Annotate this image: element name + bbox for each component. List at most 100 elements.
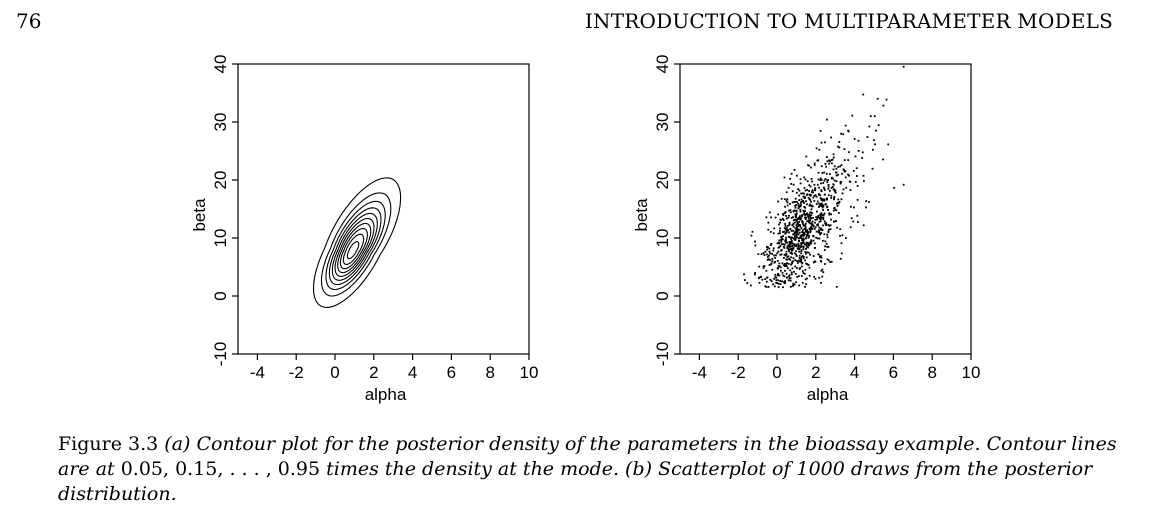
scatter-point bbox=[781, 280, 784, 283]
scatter-point bbox=[794, 234, 797, 237]
scatter-point bbox=[802, 224, 805, 227]
contour-line bbox=[339, 228, 368, 270]
caption-text-part1: (a) Contour plot for the posterior densi… bbox=[58, 433, 1117, 480]
scatter-point bbox=[830, 177, 833, 180]
scatter-point bbox=[827, 224, 830, 226]
scatter-point bbox=[797, 218, 799, 220]
scatter-point bbox=[838, 141, 841, 143]
scatter-point bbox=[876, 97, 879, 100]
scatter-point bbox=[794, 206, 797, 209]
scatter-point bbox=[797, 228, 800, 231]
scatter-point bbox=[832, 168, 835, 171]
scatter-point bbox=[829, 224, 832, 227]
scatter-point bbox=[805, 283, 807, 285]
scatter-point bbox=[804, 210, 806, 212]
scatter-point bbox=[824, 222, 826, 225]
scatter-point bbox=[823, 233, 826, 236]
scatter-point bbox=[817, 224, 819, 227]
scatter-point bbox=[801, 233, 804, 236]
scatter-point bbox=[790, 241, 793, 244]
scatter-point bbox=[765, 286, 768, 288]
scatter-point bbox=[774, 216, 777, 219]
scatter-point bbox=[854, 181, 857, 183]
plot-frame bbox=[237, 63, 530, 355]
scatter-point bbox=[819, 216, 821, 219]
scatter-point bbox=[819, 177, 822, 180]
scatter-point bbox=[811, 220, 814, 223]
x-tick-label: -2 bbox=[289, 363, 304, 382]
scatter-point bbox=[799, 246, 802, 248]
scatter-point bbox=[793, 233, 796, 235]
scatter-point bbox=[825, 242, 828, 245]
scatter-point bbox=[791, 261, 793, 264]
scatter-point bbox=[800, 214, 803, 217]
scatter-point bbox=[766, 259, 769, 261]
scatter-point bbox=[797, 242, 800, 245]
scatter-point bbox=[833, 165, 836, 168]
scatter-point bbox=[757, 253, 760, 256]
scatter-point bbox=[801, 234, 804, 237]
scatter-point bbox=[787, 244, 790, 247]
scatter-point bbox=[765, 216, 768, 219]
scatter-point bbox=[827, 185, 830, 188]
scatter-point bbox=[794, 259, 797, 261]
scatter-point bbox=[804, 243, 806, 246]
scatter-point bbox=[786, 262, 788, 265]
scatter-point bbox=[796, 227, 798, 230]
scatter-point bbox=[839, 182, 842, 185]
scatter-point bbox=[771, 253, 773, 255]
scatter-point bbox=[800, 255, 803, 258]
scatter-point bbox=[799, 208, 802, 211]
scatter-point bbox=[830, 194, 833, 197]
scatter-point bbox=[861, 157, 863, 159]
scatter-point bbox=[761, 278, 764, 281]
scatter-point bbox=[786, 245, 789, 248]
x-tick-label: 0 bbox=[330, 363, 339, 382]
scatter-point bbox=[785, 229, 788, 232]
scatter-point bbox=[835, 180, 838, 183]
scatter-point bbox=[807, 246, 809, 249]
scatter-point bbox=[816, 224, 818, 226]
y-tick-label: 30 bbox=[653, 113, 672, 132]
scatter-point bbox=[821, 198, 824, 200]
scatter-point bbox=[844, 124, 847, 127]
scatter-point bbox=[834, 189, 837, 192]
scatter-point bbox=[807, 231, 809, 233]
scatter-point bbox=[816, 210, 818, 213]
scatter-point bbox=[902, 65, 905, 68]
scatter-point bbox=[784, 225, 787, 227]
scatter-point bbox=[804, 268, 807, 271]
scatter-point bbox=[779, 280, 782, 282]
scatter-point bbox=[834, 190, 836, 193]
scatter-point bbox=[802, 272, 805, 274]
scatter-point bbox=[786, 198, 789, 201]
scatter-point bbox=[788, 250, 790, 253]
scatter-point bbox=[823, 171, 826, 174]
scatter-point bbox=[826, 197, 828, 200]
scatter-point bbox=[827, 187, 830, 190]
scatter-point bbox=[823, 193, 826, 196]
scatter-point bbox=[822, 218, 825, 221]
scatter-point bbox=[825, 222, 828, 224]
scatter-point bbox=[810, 200, 812, 203]
scatter-point bbox=[767, 256, 769, 258]
scatter-point bbox=[819, 203, 821, 205]
scatter-point bbox=[790, 172, 793, 175]
scatter-plot-panel: -4 -2 0 2 4 6 8 10 -10 0 10 20 30 40 alpha beta bbox=[632, 55, 980, 404]
scatter-point bbox=[767, 286, 770, 288]
scatter-point bbox=[796, 174, 798, 177]
scatter-point bbox=[866, 136, 869, 138]
scatter-point bbox=[806, 232, 809, 234]
scatter-point bbox=[780, 236, 782, 238]
scatter-point bbox=[836, 205, 839, 207]
scatter-point bbox=[788, 224, 791, 226]
scatter-point bbox=[802, 200, 804, 202]
scatter-point bbox=[762, 252, 765, 254]
scatter-point bbox=[847, 129, 849, 132]
scatter-point bbox=[758, 265, 761, 268]
scatter-point bbox=[803, 228, 806, 230]
scatter-point bbox=[843, 159, 846, 161]
scatter-point bbox=[798, 254, 801, 257]
scatter-point bbox=[800, 275, 803, 277]
